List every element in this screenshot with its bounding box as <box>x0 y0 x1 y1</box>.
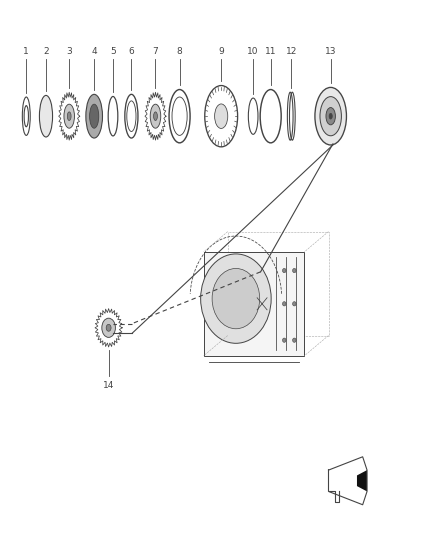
Ellipse shape <box>283 302 286 306</box>
Ellipse shape <box>215 104 228 128</box>
Text: 12: 12 <box>286 47 297 56</box>
Text: 1: 1 <box>23 47 29 56</box>
Ellipse shape <box>154 112 157 120</box>
Text: 9: 9 <box>218 47 224 56</box>
Text: 2: 2 <box>43 47 49 56</box>
Ellipse shape <box>106 325 111 331</box>
Text: 5: 5 <box>110 47 116 56</box>
Ellipse shape <box>64 104 74 128</box>
Text: 14: 14 <box>103 381 114 390</box>
Ellipse shape <box>212 269 260 329</box>
Bar <box>204 252 304 356</box>
Ellipse shape <box>293 269 296 273</box>
Ellipse shape <box>150 104 161 128</box>
Text: 3: 3 <box>66 47 72 56</box>
Text: 8: 8 <box>177 47 183 56</box>
Text: 10: 10 <box>247 47 259 56</box>
Text: 11: 11 <box>265 47 276 56</box>
Ellipse shape <box>293 302 296 306</box>
Text: 7: 7 <box>152 47 159 56</box>
Bar <box>228 231 328 336</box>
Ellipse shape <box>90 104 99 128</box>
Ellipse shape <box>102 318 115 337</box>
Ellipse shape <box>315 87 346 145</box>
Text: 6: 6 <box>128 47 134 56</box>
Ellipse shape <box>283 269 286 273</box>
Ellipse shape <box>283 338 286 342</box>
Ellipse shape <box>293 338 296 342</box>
Ellipse shape <box>329 114 332 119</box>
Polygon shape <box>357 470 367 491</box>
Ellipse shape <box>326 108 336 125</box>
Text: 13: 13 <box>325 47 336 56</box>
Ellipse shape <box>320 96 341 136</box>
Ellipse shape <box>39 95 53 137</box>
Ellipse shape <box>86 94 102 138</box>
Ellipse shape <box>201 254 271 343</box>
Text: 4: 4 <box>92 47 97 56</box>
Ellipse shape <box>67 112 71 120</box>
